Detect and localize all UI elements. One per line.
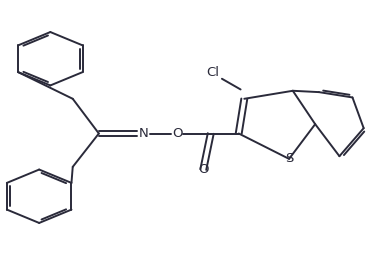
Text: Cl: Cl [206,66,219,78]
Text: S: S [285,152,293,165]
Text: O: O [198,163,209,176]
Text: N: N [139,127,148,140]
Text: O: O [172,127,182,140]
